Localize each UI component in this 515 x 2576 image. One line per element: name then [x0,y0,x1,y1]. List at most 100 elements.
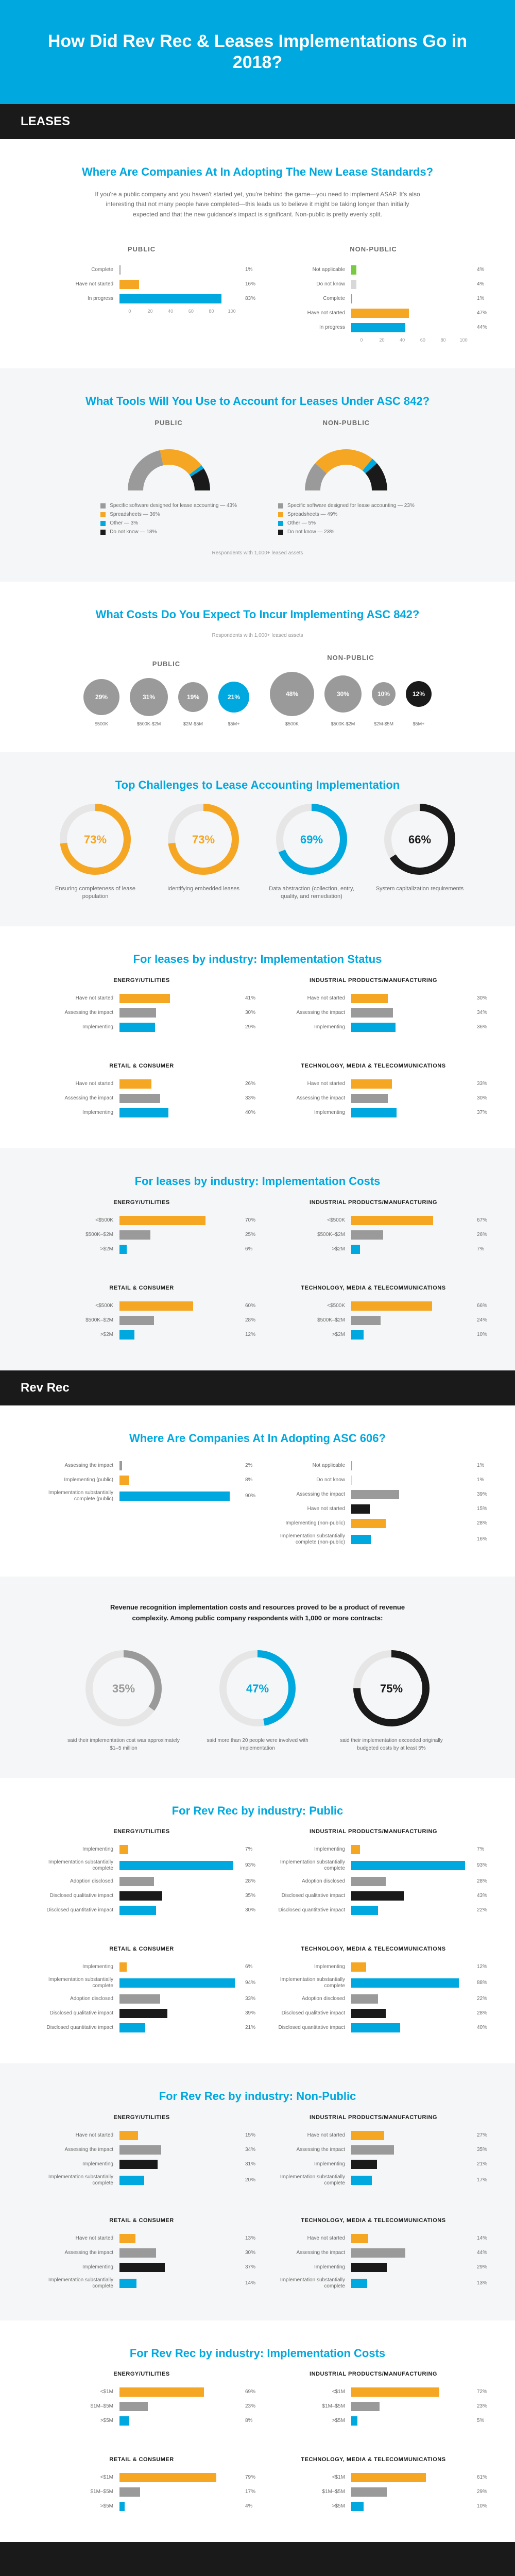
industry-block: INDUSTRIAL PRODUCTS/MANUFACTURING Have n… [273,2114,474,2192]
hbar-row: >$2M 10% [273,1330,474,1340]
bubble: 21% [218,682,249,713]
hbar-row: Implementing 37% [41,2263,242,2272]
hbar-label: Disclosed quantitative impact [273,1907,345,1913]
hbar-label: Implementing [273,1110,345,1116]
hbar-value: 16% [245,280,255,289]
hbar-fill: 28% [351,1877,386,1886]
svg-text:66%: 66% [408,833,431,846]
hbar-row: >$5M 10% [273,2502,474,2511]
hbar-track: 1% [351,1476,474,1485]
hbar-label: Disclosed qualitative impact [273,2010,345,2016]
legend-swatch [100,521,106,526]
hbar-label: Have not started [273,2132,345,2139]
progress-ring: 66% [384,803,456,875]
hbar-track: 28% [351,1519,474,1528]
hbar-value: 30% [477,994,487,1003]
hbar-label: Assessing the impact [273,2250,345,2256]
legend-text: Other — 5% [287,520,316,526]
hbar-label: $500K–$2M [273,1317,345,1324]
hbar-track: 37% [351,1108,474,1117]
axis-tick: 80 [433,337,454,343]
hbar-fill: 39% [119,2009,167,2018]
hbar-label: In progress [273,325,345,331]
hbar-track: 2% [119,1461,242,1470]
hbar-track: 41% [119,994,242,1003]
hbar-value: 93% [477,1861,487,1870]
hbar-value: 44% [477,323,487,332]
hbar-label: <$500K [273,1303,345,1309]
hbar-fill: 13% [351,2279,367,2288]
hbar-value: 6% [245,1245,252,1254]
hbar-row: Assessing the impact 30% [273,1094,474,1103]
hbar-fill: 29% [351,2487,387,2497]
hbar-fill: 1% [119,265,121,275]
hbar-value: 4% [477,265,484,275]
panel-lease-status: For leases by industry: Implementation S… [0,926,515,1148]
hbar-fill: 33% [119,1094,160,1103]
hbar-track: 23% [351,2402,474,2411]
hbar-row: Implementing 37% [273,1108,474,1117]
hbar-fill: 30% [119,1008,156,1018]
hbar-label: <$1M [41,2475,113,2481]
hbar-value: 13% [477,2279,487,2288]
hbar-label: Assessing the impact [41,2147,113,2153]
hbar-value: 40% [245,1108,255,1117]
hbar-row: Do not know 4% [273,280,474,289]
hbar-track: 30% [119,1008,242,1018]
hbar-label: Implementation substantially complete [273,1859,345,1872]
hbar-label: Disclosed quantitative impact [273,2025,345,2031]
hbar-row: Implementation substantially complete 20… [41,2174,242,2187]
hbar-fill: 83% [119,294,221,303]
hbar-value: 12% [477,1962,487,1972]
hbar-track: 39% [351,1490,474,1499]
hbar-label: <$1M [273,2389,345,2395]
hbar-row: Implementing 6% [41,1962,242,1972]
industry-block: RETAIL & CONSUMER Have not started 13% A… [41,2217,242,2295]
hbar-fill: 79% [119,2473,216,2482]
hbar-value: 40% [477,2023,487,2032]
hbar-track: 23% [119,2402,242,2411]
hbar-track: 39% [119,2009,242,2018]
hbar-row: Implementation substantially complete 17… [273,2174,474,2187]
hbar-value: 43% [477,1891,487,1901]
hbar-label: Do not know [273,1477,345,1483]
hbar-label: Have not started [41,2235,113,2242]
hbar-row: Implementing 31% [41,2160,242,2169]
hbar-track: 60% [119,1301,242,1311]
hbar-track: 8% [119,1476,242,1485]
hbar-value: 5% [477,2416,484,2426]
hbar-fill: 41% [119,994,170,1003]
hbar-value: 79% [245,2473,255,2482]
hbar-label: Implementing [41,1846,113,1853]
hbar-value: 1% [477,1461,484,1470]
legend-item: Other — 3% [100,520,237,526]
hbar-value: 37% [245,2263,255,2272]
hbar-set: Not applicable 1% Do not know 1% Assessi… [273,1461,474,1546]
hbar-value: 23% [245,2402,255,2411]
hbar-track: 22% [351,1906,474,1915]
hbar-fill: 5% [351,2416,357,2426]
hbar-fill: 35% [351,2145,394,2155]
hbar-track: 20% [119,2176,242,2185]
hbar-row: Disclosed quantitative impact 40% [273,2023,474,2032]
hbar-row: Disclosed quantitative impact 30% [41,1906,242,1915]
hbar-value: 7% [245,1845,252,1854]
panel-title: Top Challenges to Lease Accounting Imple… [41,778,474,793]
progress-ring: 47% [219,1650,296,1727]
hbar-fill: 31% [119,2160,158,2169]
ring-item: 47% said more than 20 people were involv… [201,1650,314,1752]
hbar-fill: 34% [119,2145,161,2155]
asc606-nonpublic-chart: Not applicable 1% Do not know 1% Assessi… [273,1456,474,1551]
hbar-value: 28% [477,1877,487,1886]
hbar-fill: 30% [119,1906,156,1915]
industry-block: RETAIL & CONSUMER Implementing 6% Implem… [41,1946,242,2038]
industry-block: TECHNOLOGY, MEDIA & TELECOMMUNICATIONS <… [273,1285,474,1345]
hbar-value: 70% [245,1216,255,1225]
axis-tick: 80 [201,309,222,314]
hbar-track: 43% [351,1891,474,1901]
hbar-value: 21% [477,2160,487,2169]
axis-tick: 20 [140,309,161,314]
hbar-label: Assessing the impact [273,1095,345,1101]
hbar-row: Implementing (public) 8% [41,1476,242,1485]
hbar-value: 15% [245,2131,255,2140]
